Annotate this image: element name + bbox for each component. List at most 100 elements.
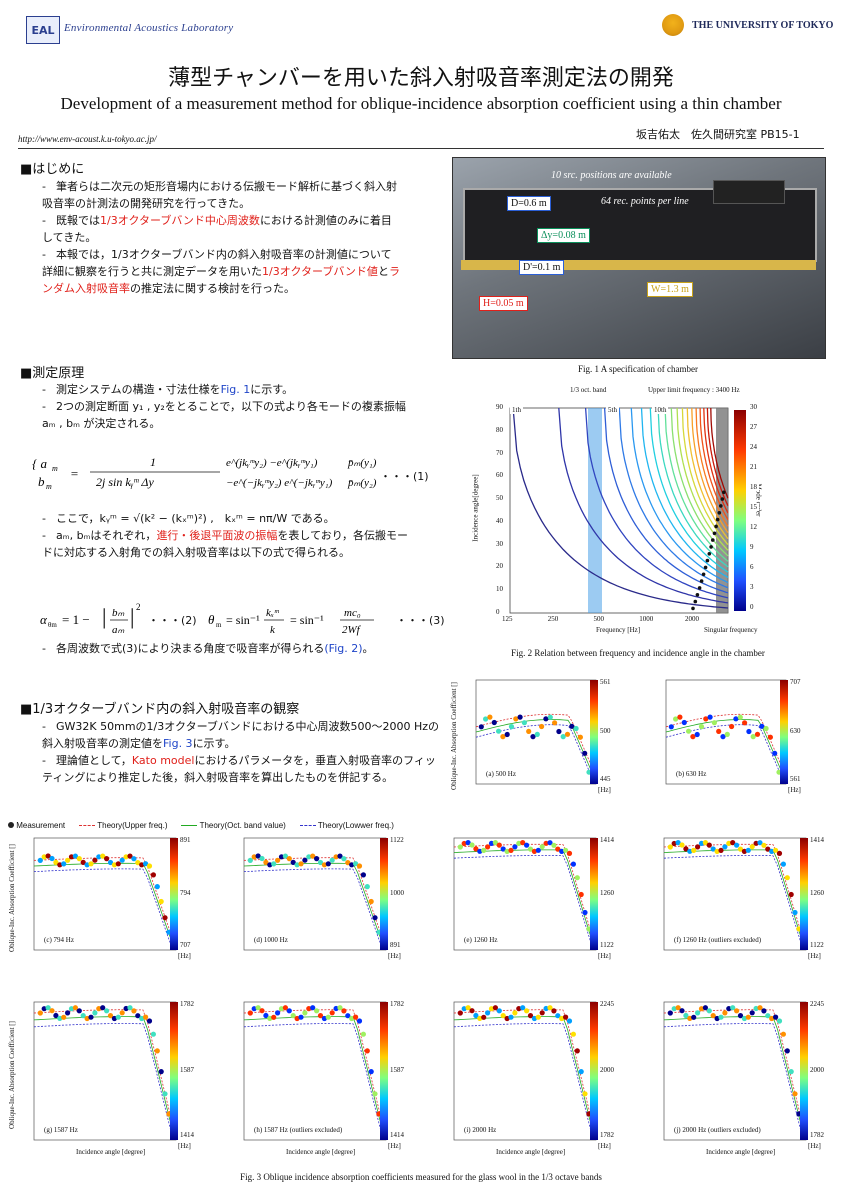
fig3-panel-frame	[665, 679, 787, 785]
fig3-measurement-point	[146, 863, 153, 869]
fig3-measurement-point	[360, 1031, 366, 1037]
fig2-ytick: 70	[494, 448, 505, 457]
principle-text-4red: 進行・後退平面波の振幅	[156, 529, 278, 542]
fig3-measurement-point	[294, 862, 300, 868]
fig2-mode-curve-16	[695, 407, 729, 527]
fig2-singular-dot	[691, 606, 695, 611]
fig2-mode-curve-11	[670, 407, 729, 557]
fig3-colorbar	[800, 1002, 808, 1140]
fig3-measurement-point	[753, 1005, 759, 1012]
fig2-singular-dot	[720, 497, 725, 501]
svg-text:aₘ: aₘ	[112, 624, 125, 636]
fig3-measurement-point	[702, 1005, 708, 1011]
fig3-measurement-point	[690, 734, 696, 740]
principle-text-1a: 測定システムの構造・寸法仕様を	[56, 383, 221, 396]
fig3-measurement-point	[465, 1005, 471, 1011]
fig3-measurement-point	[730, 840, 736, 846]
fig3-panel-svg	[663, 837, 808, 951]
fig3-cbar-bottom: 561	[788, 775, 803, 783]
fig3-measurement-point	[76, 1008, 82, 1014]
fig3-measurement-point	[267, 862, 273, 868]
fig3-colorbar	[170, 1002, 178, 1140]
fig3-measurement-point	[520, 1005, 526, 1011]
fig3-measurement-point	[539, 844, 545, 850]
fig3-measurement-point	[473, 1012, 479, 1019]
fig3-measurement-point	[551, 842, 557, 848]
fig1-link[interactable]: Fig. 1	[220, 383, 251, 396]
fig3-measurement-point	[555, 1013, 561, 1019]
fig2-ytick: 30	[494, 539, 505, 548]
fig3-measurement-point	[570, 1031, 576, 1037]
fig3-measurement-point	[278, 854, 285, 860]
fig3-measurement-point	[477, 1015, 483, 1021]
fig3-measurement-point	[578, 891, 584, 898]
fig2-ytick: 90	[494, 403, 505, 411]
fig3-measurement-point	[158, 1069, 164, 1075]
fig3-colorbar	[380, 1002, 388, 1140]
fig2-mode-10: 10th	[652, 406, 669, 414]
fig3-panel-svg	[243, 837, 388, 951]
legend-lower: Theory(Lowwer freq.)	[299, 821, 394, 830]
fig3-cbar-top: 1414	[598, 836, 616, 844]
fig3-measurement-point	[773, 1014, 779, 1020]
fig3-measurement-point	[512, 844, 518, 850]
fig3-measurement-point	[41, 854, 47, 860]
fig3-measurement-point	[271, 1014, 277, 1020]
fig3-measurement-point	[68, 1006, 75, 1012]
fig3-measurement-point	[61, 861, 67, 867]
fig2-singular-dot	[709, 545, 713, 549]
fig3-measurement-point	[773, 847, 779, 853]
fig3-measurement-point	[681, 719, 687, 726]
lab-url[interactable]: http://www.env-acoust.k.u-tokyo.ac.jp/	[18, 134, 157, 144]
fig3-measurement-point	[500, 1013, 506, 1019]
fig3-measurement-point	[65, 857, 71, 863]
fig3-caption: Fig. 3 Oblique incidence absorption coef…	[240, 1172, 602, 1182]
fig3-panel: (c) 794 Hz 891 794 707 [Hz] Oblique-Inc. Abso…	[7, 834, 208, 970]
fig3-measurement-point	[668, 724, 674, 730]
fig3-panel-label: (e) 1260 Hz	[462, 936, 500, 944]
fig3-measurement-point	[500, 846, 506, 852]
fig3-measurement-point	[127, 853, 133, 859]
svg-text:= sin⁻¹: = sin⁻¹	[290, 613, 324, 627]
svg-text:θ: θ	[208, 612, 215, 627]
fig3-measurement-point	[776, 1018, 783, 1024]
fig3-measurement-point	[564, 731, 571, 737]
fig3-measurement-point	[49, 855, 55, 862]
fig3-measurement-point	[88, 1014, 94, 1020]
fig3-measurement-point	[317, 1013, 324, 1019]
fig3-colorbar	[800, 838, 808, 950]
fig2-link[interactable]: (Fig. 2)	[324, 642, 363, 655]
fig3-measurement-point	[679, 842, 685, 848]
fig3-panel-label: (c) 794 Hz	[42, 936, 76, 944]
fig3-panel-label: (f) 1260 Hz (outliers excluded)	[672, 936, 764, 944]
fig3-panel: (a) 500 Hz 561 500 445 [Hz] Oblique-Inc. Abso…	[449, 676, 628, 804]
svg-text:m: m	[52, 464, 58, 473]
fig3-measurement-point	[162, 1091, 168, 1097]
fig3-measurement-point	[457, 844, 463, 850]
observation-text-2red: Kato model	[131, 754, 195, 767]
fig3-measurement-point	[333, 1005, 339, 1012]
fig3-measurement-point	[691, 1014, 697, 1020]
fig2-singular-dot	[701, 572, 706, 577]
fig2-ytick: 0	[494, 608, 502, 616]
fig3-link[interactable]: Fig. 3	[163, 737, 193, 750]
fig3-measurement-point	[115, 861, 121, 867]
fig3-measurement-point	[792, 909, 798, 916]
fig3-theory-curve	[665, 713, 787, 777]
fig2-colorbar	[734, 410, 746, 611]
svg-text:α: α	[40, 612, 48, 627]
fig3-measurement-point	[100, 1005, 106, 1011]
fig3-cbar-mid: 794	[178, 889, 193, 897]
fig2-singular-dot	[722, 490, 726, 495]
fig3-measurement-point	[784, 875, 790, 881]
fig3-measurement-point	[560, 734, 566, 740]
fig3-measurement-point	[780, 1031, 786, 1037]
fig3-measurement-point	[302, 857, 308, 863]
fig2-ctick: 0	[748, 603, 756, 611]
fig3-panel-frame	[475, 679, 597, 785]
fig3-measurement-point	[314, 1008, 320, 1014]
fig3-cbar-bottom: 707	[178, 941, 193, 949]
svg-text:2Wf: 2Wf	[342, 624, 362, 636]
fig2-ctick: 9	[748, 543, 756, 551]
svg-text:bₘ: bₘ	[112, 607, 125, 619]
